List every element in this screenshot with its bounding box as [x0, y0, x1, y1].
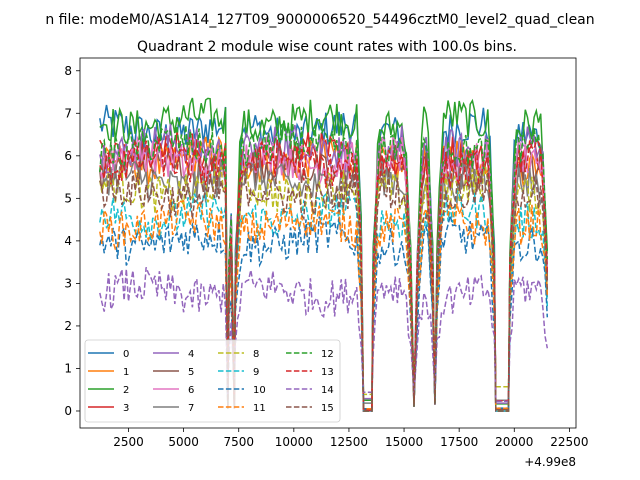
- y-tick-label: 6: [64, 149, 72, 163]
- y-tick-label: 5: [64, 191, 72, 205]
- legend-label-5: 5: [188, 367, 194, 378]
- y-tick-label: 2: [64, 319, 72, 333]
- y-tick-label: 7: [64, 106, 72, 120]
- series-line-12: [99, 122, 549, 412]
- legend-label-3: 3: [123, 403, 129, 414]
- chart-title: Quadrant 2 module wise count rates with …: [137, 39, 517, 55]
- y-tick-label: 4: [64, 234, 72, 248]
- series-line-11: [99, 199, 549, 410]
- legend-label-9: 9: [253, 367, 259, 378]
- series-line-15: [99, 170, 549, 412]
- plot-frame: [79, 57, 577, 429]
- series-line-2: [99, 97, 549, 405]
- series-line-14: [99, 267, 549, 402]
- x-tick-label: 12500: [330, 435, 368, 449]
- y-tick-label: 3: [64, 276, 72, 290]
- series-line-13: [99, 136, 549, 412]
- legend-label-11: 11: [253, 403, 266, 414]
- legend-label-10: 10: [253, 385, 266, 396]
- x-tick-label: 22500: [550, 435, 588, 449]
- legend-label-14: 14: [321, 385, 334, 396]
- y-tick-label: 0: [64, 404, 72, 418]
- x-tick-label: 17500: [440, 435, 478, 449]
- legend-label-0: 0: [123, 349, 129, 360]
- x-tick-label: 15000: [385, 435, 423, 449]
- legend-label-4: 4: [188, 349, 194, 360]
- legend-label-12: 12: [321, 349, 334, 360]
- series-line-7: [99, 157, 549, 409]
- x-tick-label: 20000: [495, 435, 533, 449]
- x-axis: 2500 5000 7500 10000 12500 15000 17500 20000 225…: [113, 428, 588, 449]
- x-tick-label: 7500: [223, 435, 254, 449]
- series-layer: [99, 97, 549, 412]
- y-axis: 0 1 2 3 4 5 6 7 8: [64, 64, 80, 418]
- series-line-8: [99, 164, 549, 401]
- legend-label-15: 15: [321, 403, 334, 414]
- legend-frame: [84, 339, 341, 423]
- chart-suptitle: n file: modeM0/AS1A14_127T09_9000006520_…: [45, 12, 594, 28]
- x-tick-label: 2500: [113, 435, 144, 449]
- x-tick-label: 10000: [275, 435, 313, 449]
- legend-label-7: 7: [188, 403, 194, 414]
- legend-label-8: 8: [253, 349, 259, 360]
- legend-label-6: 6: [188, 385, 194, 396]
- y-tick-label: 8: [64, 64, 72, 78]
- legend-label-1: 1: [123, 367, 129, 378]
- legend-label-2: 2: [123, 385, 129, 396]
- y-tick-label: 1: [64, 361, 72, 375]
- x-offset-label: +4.99e8: [524, 455, 576, 469]
- legend-label-13: 13: [321, 367, 334, 378]
- x-tick-label: 5000: [168, 435, 199, 449]
